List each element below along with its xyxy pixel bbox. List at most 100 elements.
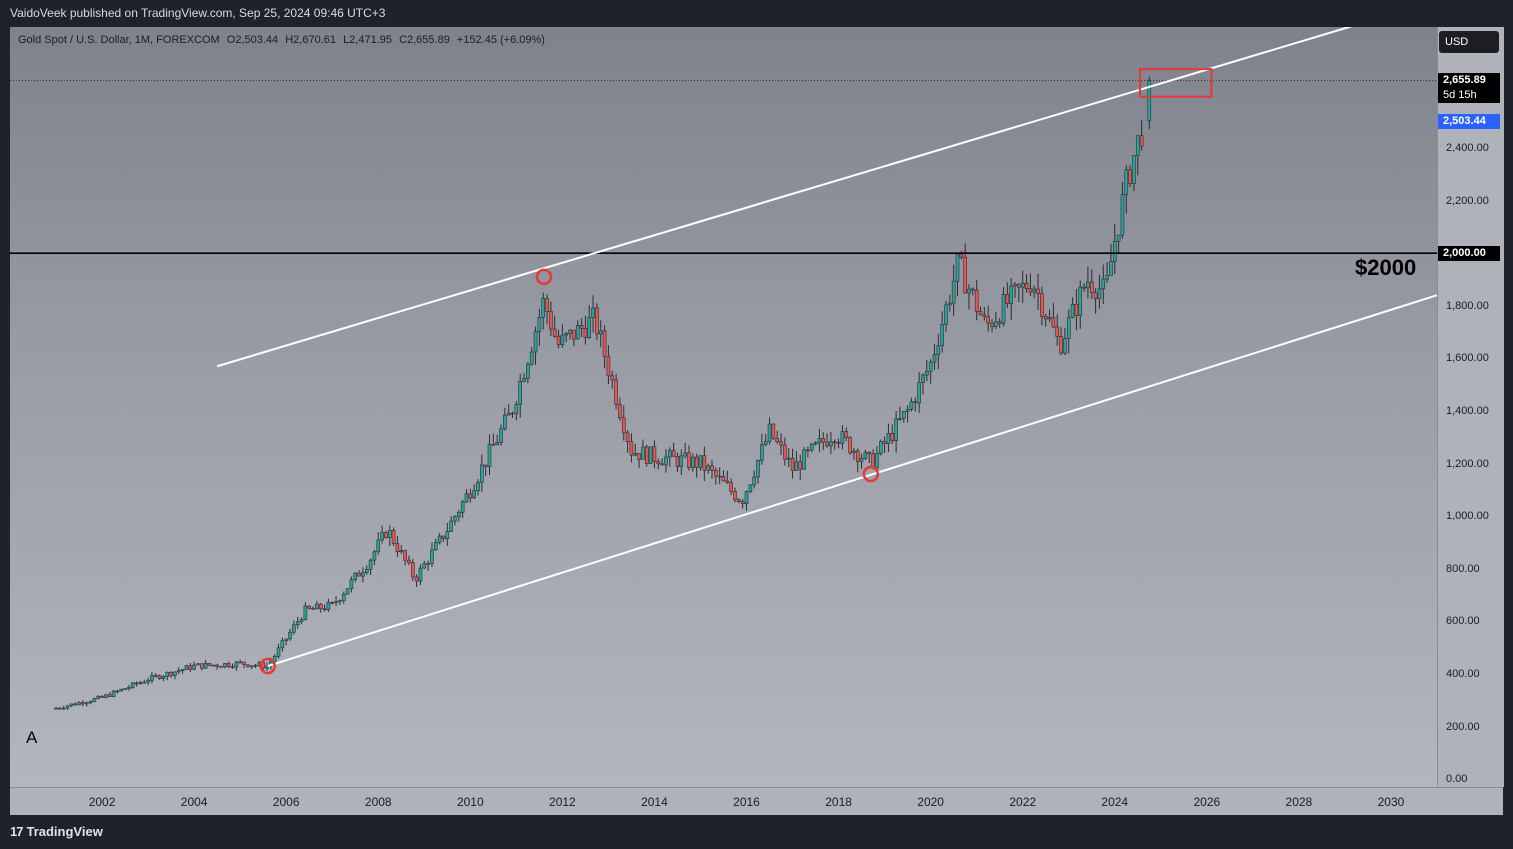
candle-body — [318, 603, 323, 610]
candle-body — [706, 465, 710, 471]
candle-body — [234, 661, 239, 668]
candle-body — [146, 680, 150, 683]
candle-body — [1089, 281, 1094, 294]
candle-body — [1013, 283, 1017, 287]
candle-body — [1005, 294, 1010, 304]
candle-body — [384, 532, 388, 538]
candle-body — [81, 702, 85, 705]
price-axis[interactable]: 0.00 200.00 400.00 600.00 800.00 1,000.00 1,20… — [1437, 27, 1504, 787]
candle-body — [821, 438, 826, 443]
candle-body — [376, 539, 381, 553]
candle-body — [905, 408, 910, 412]
candle-body — [1032, 288, 1037, 293]
candle-body — [671, 450, 676, 457]
candle-body — [1043, 316, 1048, 320]
y-tick-label: 1,400.00 — [1446, 404, 1489, 417]
candle-body — [395, 543, 400, 553]
candle-body — [372, 551, 377, 561]
candle-body — [1059, 336, 1063, 354]
candle-body — [288, 631, 292, 640]
candle-body — [625, 432, 630, 442]
candle-body — [184, 665, 189, 670]
candle-body — [84, 702, 89, 705]
candle-body — [901, 410, 906, 419]
candle-body — [967, 288, 971, 294]
candle-body — [683, 452, 687, 457]
candle-body — [299, 619, 304, 622]
candle-body — [441, 535, 446, 540]
candle-body — [322, 608, 327, 611]
candle-body — [890, 433, 895, 441]
candle-body — [92, 698, 97, 702]
candle-body — [510, 412, 515, 415]
y-tick-label: 800.00 — [1446, 562, 1480, 575]
candle-body — [207, 662, 212, 666]
candle-body — [1063, 338, 1067, 354]
candle-body — [307, 605, 312, 609]
candle-body — [779, 441, 783, 446]
candle-body — [495, 442, 499, 446]
candle-body — [541, 298, 546, 318]
x-tick-label: 2028 — [1285, 795, 1313, 809]
candle-body — [610, 375, 615, 381]
candle-body — [1139, 135, 1144, 147]
candle-body — [702, 455, 707, 471]
candle-body — [667, 450, 672, 458]
candle-body — [410, 562, 415, 578]
candle-body — [710, 465, 714, 471]
highlight-zone — [1139, 68, 1213, 98]
candle-body — [1093, 292, 1098, 300]
candle-body — [157, 675, 162, 679]
candle-body — [1105, 275, 1109, 280]
candle-body — [863, 451, 868, 459]
candle-body — [575, 325, 580, 340]
candle-body — [932, 354, 937, 363]
candle-body — [963, 256, 967, 294]
candle-body — [460, 501, 465, 513]
candle-body — [487, 443, 492, 467]
candle-body — [123, 688, 127, 690]
candle-body — [721, 476, 726, 482]
candle-body — [468, 493, 473, 499]
marker-annotation: A — [26, 728, 38, 747]
x-tick-label: 2016 — [733, 795, 760, 809]
x-tick-label: 2002 — [88, 795, 116, 809]
level-price-label: 2,000.00 — [1438, 246, 1500, 262]
x-tick-label: 2026 — [1193, 795, 1221, 809]
candle-body — [852, 450, 856, 454]
candle-body — [1120, 194, 1125, 236]
candle-body — [499, 428, 503, 443]
currency-button[interactable]: USD — [1439, 31, 1499, 53]
candle-body — [878, 441, 883, 454]
candle-body — [1135, 135, 1140, 156]
chart-frame[interactable]: Gold Spot / U.S. Dollar, 1M, FOREXCOM O2… — [10, 27, 1504, 815]
candle-body — [560, 334, 565, 346]
candle-body — [614, 379, 618, 405]
candle-body — [568, 329, 572, 334]
candle-body — [717, 475, 722, 478]
candle-body — [763, 441, 768, 446]
candle-body — [909, 401, 914, 410]
candle-body — [974, 289, 979, 312]
candle-body — [1109, 261, 1113, 276]
candle-body — [733, 491, 737, 501]
candle-body — [130, 682, 135, 688]
x-tick-label: 2018 — [825, 795, 852, 809]
candle-body — [165, 672, 170, 677]
candle-body — [457, 512, 461, 517]
candle-body — [783, 444, 787, 460]
tradingview-logo[interactable]: 17 TradingView — [10, 824, 103, 839]
candle-body — [104, 694, 108, 698]
candle-body — [1051, 317, 1056, 328]
candle-body — [825, 441, 829, 447]
touch-point-marker — [535, 268, 553, 286]
chart-svg[interactable] — [10, 27, 1437, 787]
x-tick-label: 2014 — [641, 795, 668, 809]
candle-body — [88, 701, 93, 704]
candle-body — [230, 666, 235, 668]
candle-body — [656, 461, 661, 465]
plot-area[interactable]: Gold Spot / U.S. Dollar, 1M, FOREXCOM O2… — [10, 27, 1437, 787]
candle-body — [364, 569, 369, 573]
time-axis[interactable]: 2002 2004 2006 2008 2010 2012 2014 2016 2018 2020… — [10, 787, 1503, 815]
candle-body — [629, 441, 634, 456]
